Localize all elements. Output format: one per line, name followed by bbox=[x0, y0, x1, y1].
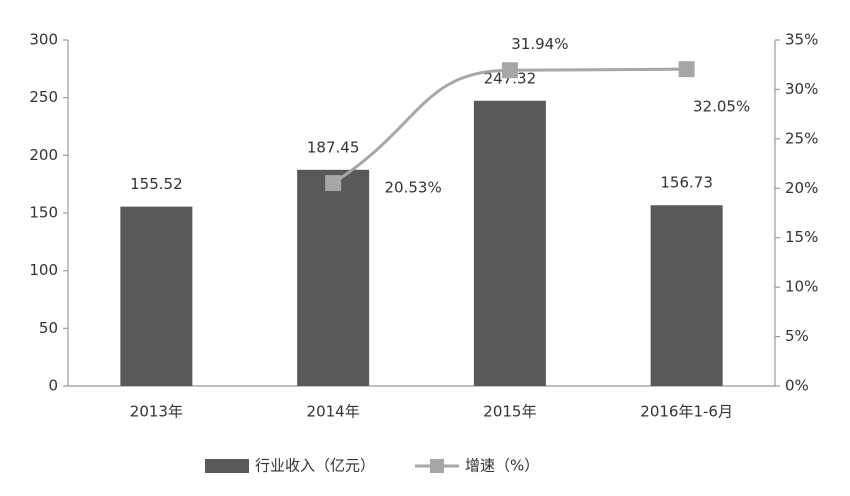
y2-tick-label: 10% bbox=[785, 278, 818, 296]
y2-tick-label: 15% bbox=[785, 228, 818, 246]
y2-tick-label: 25% bbox=[785, 129, 818, 147]
bar bbox=[120, 206, 193, 386]
y-tick-label: 0 bbox=[48, 377, 58, 395]
y-tick-label: 300 bbox=[29, 31, 58, 49]
y-tick-label: 150 bbox=[29, 204, 58, 222]
x-tick-label: 2015年 bbox=[483, 403, 536, 421]
y-tick-label: 200 bbox=[29, 146, 58, 164]
bar-value-label: 187.45 bbox=[307, 138, 360, 156]
y-tick-label: 100 bbox=[29, 261, 58, 279]
y2-tick-label: 0% bbox=[785, 377, 809, 395]
legend-label: 行业收入（亿元） bbox=[255, 457, 375, 475]
x-tick-label: 2016年1-6月 bbox=[640, 403, 733, 421]
line-value-label: 31.94% bbox=[511, 35, 568, 53]
y2-tick-label: 5% bbox=[785, 327, 809, 345]
line-marker bbox=[501, 62, 518, 79]
y-tick-label: 50 bbox=[39, 319, 58, 337]
y2-tick-label: 35% bbox=[785, 31, 818, 49]
y2-tick-label: 30% bbox=[785, 80, 818, 98]
line-value-label: 20.53% bbox=[385, 179, 442, 197]
bar bbox=[650, 205, 723, 386]
legend-swatch bbox=[205, 459, 249, 473]
line-marker bbox=[325, 175, 342, 192]
bar bbox=[473, 100, 546, 386]
y-tick-label: 250 bbox=[29, 88, 58, 106]
line-marker bbox=[678, 61, 695, 78]
legend-label: 增速（%） bbox=[465, 457, 539, 475]
bar bbox=[297, 169, 370, 386]
bar-value-label: 155.52 bbox=[130, 175, 183, 193]
x-tick-label: 2014年 bbox=[307, 403, 360, 421]
bar-value-label: 247.32 bbox=[484, 69, 537, 87]
legend-swatch-marker bbox=[430, 459, 445, 473]
bar-value-label: 156.73 bbox=[660, 174, 713, 192]
line-value-label: 32.05% bbox=[693, 98, 750, 116]
x-tick-label: 2013年 bbox=[130, 403, 183, 421]
y2-tick-label: 20% bbox=[785, 179, 818, 197]
